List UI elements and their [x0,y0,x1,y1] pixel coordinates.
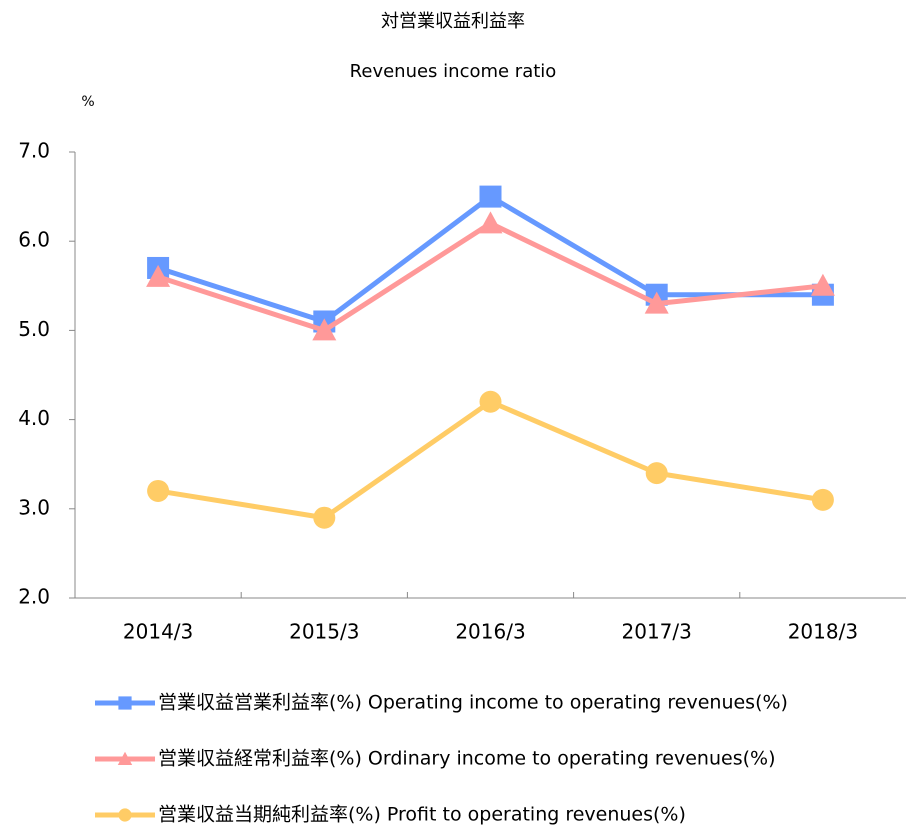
marker [645,462,668,485]
y-tick-label: 7.0 [18,139,50,163]
marker [478,211,503,234]
legend-label: 営業収益経常利益率(%) Ordinary income to operatin… [158,748,775,770]
chart-subtitle: Revenues income ratio [350,61,557,82]
marker [479,390,502,413]
y-axis-label: % [81,94,94,110]
marker [147,479,170,502]
legend-marker [118,696,132,710]
legend-label: 営業収益当期純利益率(%) Profit to operating revenu… [158,804,686,826]
legend-label: 営業収益営業利益率(%) Operating income to operati… [158,692,788,714]
y-tick-label: 2.0 [18,585,50,609]
marker [146,264,171,287]
y-tick-label: 6.0 [18,228,50,252]
y-tick-label: 4.0 [18,406,50,430]
x-tick-label: 2018/3 [788,620,858,644]
series-line [157,399,824,521]
legend-marker [118,808,132,822]
marker [811,488,834,511]
y-tick-label: 3.0 [18,495,50,519]
x-tick-label: 2014/3 [123,620,193,644]
x-tick-label: 2017/3 [622,620,692,644]
y-tick-label: 5.0 [18,317,50,341]
marker [313,506,336,529]
marker [312,318,337,341]
marker [479,185,502,208]
chart-title: 対営業収益利益率 [381,11,525,32]
x-tick-label: 2016/3 [455,620,525,644]
series-line [157,220,824,333]
marker [810,273,835,296]
legend-marker [117,751,133,765]
marker [644,291,669,314]
x-tick-label: 2015/3 [289,620,359,644]
